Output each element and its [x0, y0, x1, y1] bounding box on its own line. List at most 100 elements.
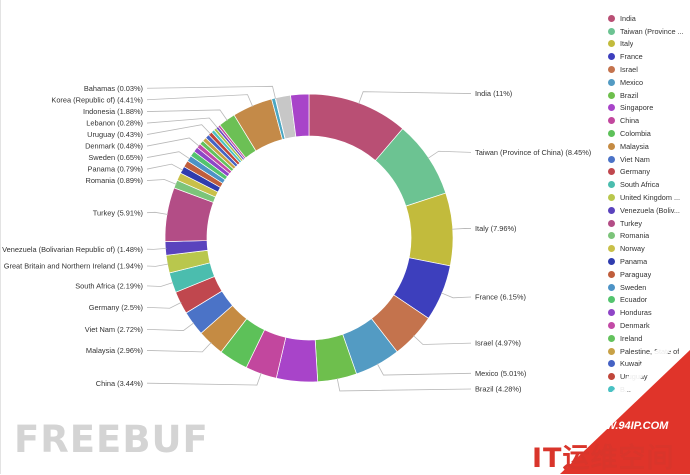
- legend-item-honduras[interactable]: Honduras: [608, 306, 690, 319]
- legend-item-united-kingdom[interactable]: United Kingdom ...: [608, 191, 690, 204]
- legend-label: Uruguay: [620, 372, 648, 382]
- label-viet-nam: Viet Nam (2.72%): [85, 325, 143, 334]
- legend-swatch: [608, 194, 615, 202]
- legend-item-ireland[interactable]: Ireland: [608, 332, 690, 345]
- legend-swatch: [608, 117, 615, 125]
- label-mexico: Mexico (5.01%): [475, 369, 526, 378]
- leader-lines: [146, 85, 472, 392]
- legend-label: India: [620, 13, 636, 23]
- legend-item-venezuela-boliv[interactable]: Venezuela (Boliv...: [608, 204, 690, 217]
- legend-item-india[interactable]: India: [608, 12, 690, 25]
- label-indonesia: Indonesia (1.88%): [83, 107, 143, 116]
- legend-item-panama[interactable]: Panama: [608, 255, 690, 268]
- leader-mexico: [376, 363, 472, 376]
- legend-swatch: [608, 373, 615, 381]
- leader-turkey: [146, 211, 169, 215]
- legend-item-viet-nam[interactable]: Viet Nam: [608, 153, 690, 166]
- legend-item-kuwait[interactable]: Kuwait: [608, 358, 690, 371]
- leader-romania: [146, 179, 177, 185]
- legend-item-palestine-state-of[interactable]: Palestine, State of: [608, 345, 690, 358]
- legend-swatch: [608, 168, 615, 176]
- leader-sweden: [146, 151, 191, 160]
- leader-indonesia: [146, 109, 228, 121]
- legend-label: Germany: [620, 167, 651, 177]
- legend-swatch: [608, 258, 615, 266]
- legend-item-sweden[interactable]: Sweden: [608, 281, 690, 294]
- leader-korea-republic-of: [146, 94, 254, 107]
- legend-swatch: [608, 296, 615, 304]
- freebuf-watermark: FREEBUF: [14, 418, 209, 461]
- leader-malaysia: [146, 342, 212, 353]
- legend-swatch: [608, 155, 615, 163]
- leader-germany: [146, 302, 182, 309]
- legend-label: Viet Nam: [620, 154, 650, 164]
- leader-united-kingdom-of-great-britain-and-northern-ireland: [146, 263, 169, 267]
- legend-item-brazil[interactable]: Brazil: [608, 89, 690, 102]
- legend-item-b[interactable]: B...: [608, 383, 690, 392]
- legend-swatch: [608, 14, 615, 22]
- legend-swatch: [608, 53, 615, 61]
- label-denmark: Denmark (0.48%): [85, 142, 143, 151]
- legend-swatch: [608, 232, 615, 240]
- label-united-kingdom-of-great-britain-and-northern-ireland: Great Britain and Northern Ireland (1.94…: [4, 262, 143, 271]
- donut-slices: [164, 93, 454, 383]
- legend-label: United Kingdom ...: [620, 193, 681, 203]
- legend-label: Italy: [620, 39, 634, 49]
- legend-swatch: [608, 219, 615, 227]
- legend-item-singapore[interactable]: Singapore: [608, 102, 690, 115]
- leader-lebanon: [146, 117, 218, 129]
- leader-italy: [451, 228, 472, 230]
- legend-swatch: [608, 206, 615, 214]
- legend-item-china[interactable]: China: [608, 114, 690, 127]
- legend-item-denmark[interactable]: Denmark: [608, 319, 690, 332]
- legend-item-paraguay[interactable]: Paraguay: [608, 268, 690, 281]
- legend-swatch: [608, 334, 615, 342]
- legend-label: Norway: [620, 244, 645, 254]
- label-bahamas: Bahamas (0.03%): [84, 84, 143, 93]
- legend-item-france[interactable]: France: [608, 50, 690, 63]
- legend-item-norway[interactable]: Norway: [608, 242, 690, 255]
- legend-label: Kuwait: [620, 359, 642, 369]
- legend-item-romania[interactable]: Romania: [608, 230, 690, 243]
- leader-india: [358, 91, 472, 105]
- watermark-brand: IT运维空间: [532, 443, 675, 474]
- label-venezuela-bolivarian-republic-of: Venezuela (Bolivarian Republic of) (1.48…: [2, 245, 143, 254]
- legend-item-malaysia[interactable]: Malaysia: [608, 140, 690, 153]
- leader-denmark: [146, 137, 200, 147]
- legend-swatch: [608, 322, 615, 330]
- leader-bahamas: [146, 85, 276, 100]
- legend-swatch: [608, 91, 615, 99]
- donut-chart: India (11%) Taiwan (Province of China) (8…: [2, 84, 591, 394]
- legend-item-turkey[interactable]: Turkey: [608, 217, 690, 230]
- legend-label: Venezuela (Boliv...: [620, 205, 680, 215]
- legend-item-ecuador[interactable]: Ecuador: [608, 294, 690, 307]
- legend-item-mexico[interactable]: Mexico: [608, 76, 690, 89]
- leader-brazil: [336, 378, 472, 392]
- legend-item-taiwan-province[interactable]: Taiwan (Province ...: [608, 25, 690, 38]
- legend-item-germany[interactable]: Germany: [608, 166, 690, 179]
- legend-label: Sweden: [620, 282, 647, 292]
- legend-label: France: [620, 52, 643, 62]
- legend-label: Panama: [620, 257, 648, 267]
- legend-label: South Africa: [620, 180, 660, 190]
- legend-label: Mexico: [620, 77, 644, 87]
- legend-swatch: [608, 78, 615, 86]
- chart-legend[interactable]: India Taiwan (Province ... Italy France Isra…: [608, 12, 690, 392]
- legend-item-italy[interactable]: Italy: [608, 38, 690, 51]
- legend-label: Singapore: [620, 103, 654, 113]
- legend-item-israel[interactable]: Israel: [608, 63, 690, 76]
- label-turkey: Turkey (5.91%): [93, 208, 143, 217]
- legend-item-colombia[interactable]: Colombia: [608, 127, 690, 140]
- legend-label: Paraguay: [620, 269, 652, 279]
- legend-label: Taiwan (Province ...: [620, 26, 684, 36]
- label-romania: Romania (0.89%): [85, 176, 143, 185]
- legend-label: Israel: [620, 65, 638, 75]
- legend-item-uruguay[interactable]: Uruguay: [608, 370, 690, 383]
- slice-italy[interactable]: [405, 192, 454, 267]
- slice-singapore-b[interactable]: [290, 93, 310, 138]
- legend-swatch: [608, 386, 615, 392]
- legend-swatch: [608, 283, 615, 291]
- leader-south-africa: [146, 282, 174, 287]
- legend-label: Palestine, State of: [620, 346, 680, 356]
- legend-item-south-africa[interactable]: South Africa: [608, 178, 690, 191]
